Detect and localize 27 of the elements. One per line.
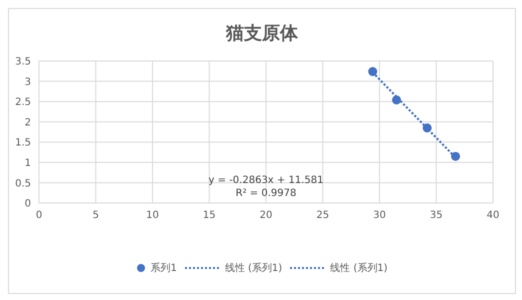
x-tick-label: 30 [373, 210, 386, 222]
y-tick-label: 3 [24, 76, 31, 88]
annotation: y = -0.2863x + 11.581 [208, 174, 324, 188]
y-tick-label: 0 [24, 198, 31, 210]
y-tick-label: 1 [24, 158, 31, 169]
x-tick-label: 15 [202, 210, 216, 222]
y-tick-label: 0.5 [15, 178, 31, 190]
legend-label: 线性 (系列1) [224, 262, 282, 275]
point [422, 123, 432, 132]
point [368, 67, 378, 76]
x-tick-label: 25 [316, 210, 330, 222]
y-tick-label: 2.5 [15, 97, 31, 108]
point [451, 152, 460, 161]
x-tick-label: 40 [486, 210, 500, 222]
x-tick-label: 35 [430, 210, 443, 222]
x-tick-label: 5 [92, 210, 99, 222]
chart-title: 猫支原体 [224, 22, 299, 45]
y-tick-label: 1.5 [15, 138, 31, 149]
y-tick-label: 3.5 [15, 56, 31, 68]
x-tick-label: 0 [36, 210, 42, 222]
x-tick-label: 20 [260, 210, 272, 222]
legend-label: 线性 (系列1) [329, 262, 388, 275]
x-tick-label: 10 [146, 210, 159, 222]
point [392, 95, 402, 104]
y-tick-label: 2 [24, 117, 31, 128]
legend-label: 系列1 [149, 262, 177, 275]
annotation: R² = 0.9978 [234, 187, 298, 200]
